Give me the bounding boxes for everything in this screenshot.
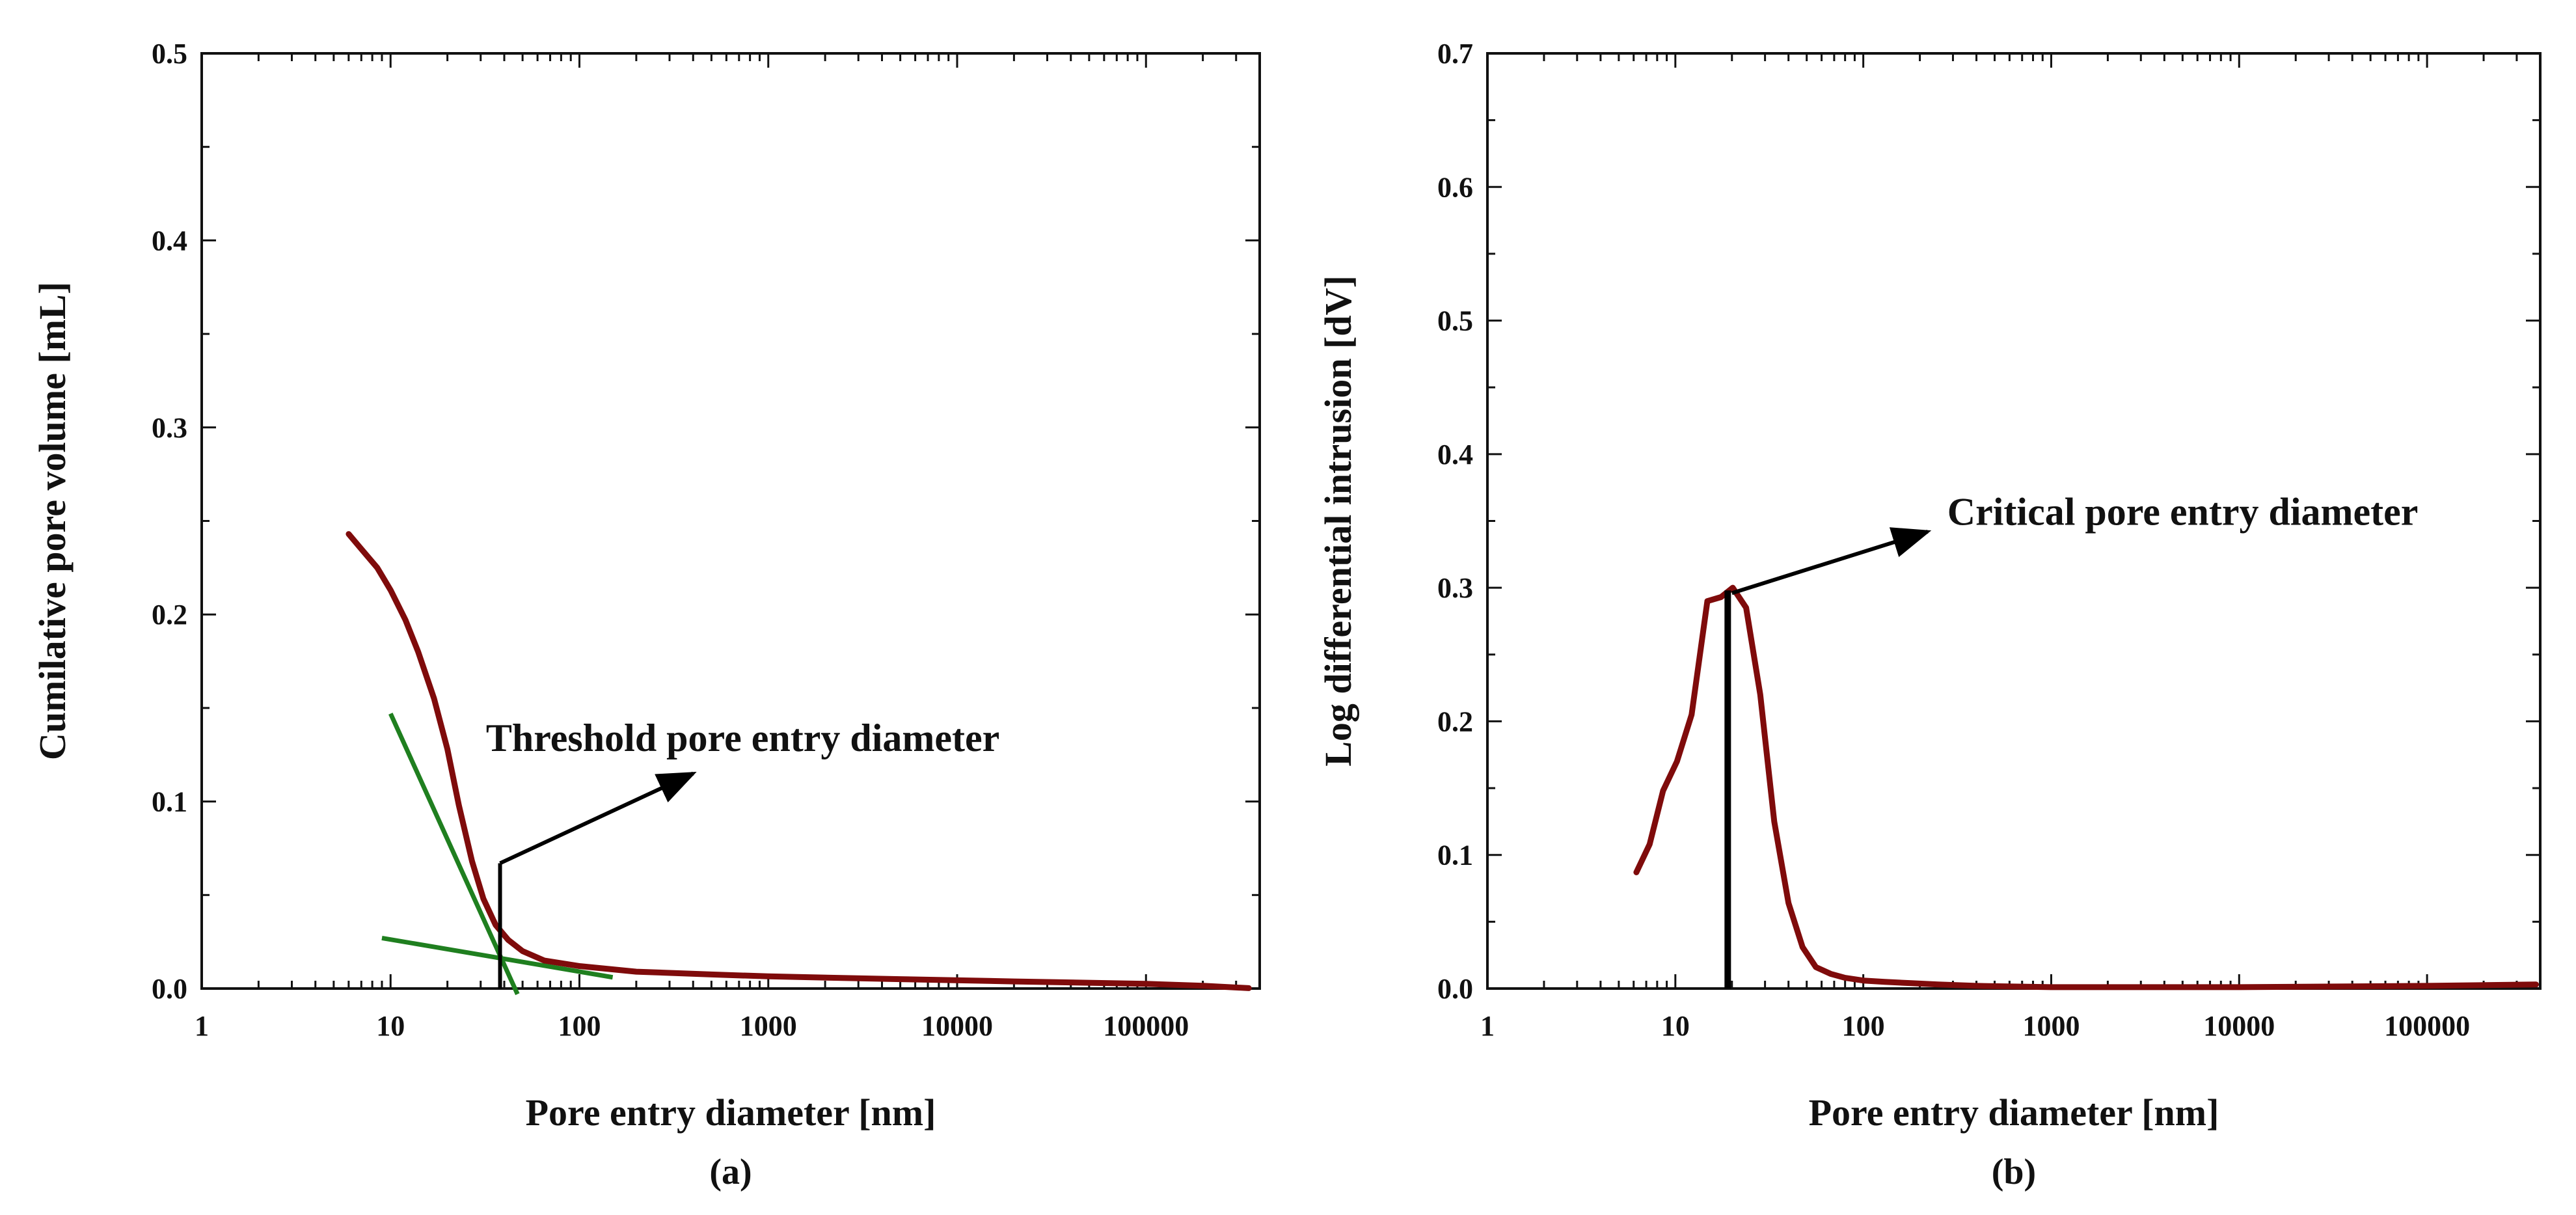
y-tick-label: 0.6 — [1437, 171, 1473, 203]
y-tick-label: 0.3 — [1437, 572, 1473, 604]
y-tick-label: 0.1 — [152, 786, 187, 818]
y-tick-label: 0.4 — [1437, 439, 1473, 471]
x-tick-label: 10 — [376, 1010, 405, 1042]
tangent-line — [381, 935, 614, 980]
x-tick-label: 100000 — [2384, 1010, 2470, 1042]
y-tick-label: 0.2 — [1437, 705, 1473, 737]
y-tick-label: 0.0 — [1437, 973, 1473, 1005]
y-tick-label: 0.4 — [152, 225, 187, 256]
y-tick-label: 0.3 — [152, 412, 187, 444]
panel-a: 1 10 100 1000 10000 1000000.00.10.20.30.40.5 … — [31, 38, 1261, 1192]
y-tick-label: 0.2 — [152, 599, 187, 631]
tangent-line — [388, 713, 520, 996]
y-tick-label: 0.1 — [1437, 840, 1473, 871]
y-axis-title-b: Log differential intrusion [dV] — [1317, 275, 1359, 767]
panel-b: 1 10 100 1000 10000 100000 0.0 0.1 0.2 0.3 0.4 0.5 0… — [1317, 38, 2542, 1192]
x-tick-label: 1 — [1480, 1010, 1495, 1042]
x-tick-label: 100 — [558, 1010, 601, 1042]
y-axis-title-a: Cumilative pore volume [mL] — [31, 282, 74, 760]
y-tick-label: 0.5 — [1437, 305, 1473, 337]
x-axis-title-a: Pore entry diameter [nm] — [526, 1091, 936, 1134]
x-tick-label: 1000 — [740, 1010, 797, 1042]
plot-frame-a — [200, 52, 1261, 990]
annotation-arrow — [1731, 527, 1932, 595]
x-axis-title-b: Pore entry diameter [nm] — [1809, 1091, 2219, 1134]
annotation-critical-text: Critical pore entry diameter — [1947, 491, 2419, 534]
annotation-threshold-text: Threshold pore entry diameter — [486, 717, 999, 759]
x-tick-label: 10 — [1661, 1010, 1690, 1042]
y-tick-label: 0.5 — [152, 38, 187, 70]
x-tick-label: 100 — [1842, 1010, 1885, 1042]
x-tick-label: 10000 — [921, 1010, 993, 1042]
panel-label-b: (b) — [1992, 1152, 2036, 1192]
panel-label-a: (a) — [709, 1152, 752, 1192]
x-tick-label: 100000 — [1103, 1010, 1189, 1042]
x-tick-label: 1000 — [2022, 1010, 2080, 1042]
x-tick-label: 10000 — [2203, 1010, 2275, 1042]
y-tick-label: 0.0 — [152, 973, 187, 1005]
y-tick-label: 0.7 — [1437, 38, 1473, 70]
annotation-arrow — [499, 771, 697, 866]
series-line — [1633, 584, 2540, 990]
x-tick-label: 1 — [195, 1010, 209, 1042]
